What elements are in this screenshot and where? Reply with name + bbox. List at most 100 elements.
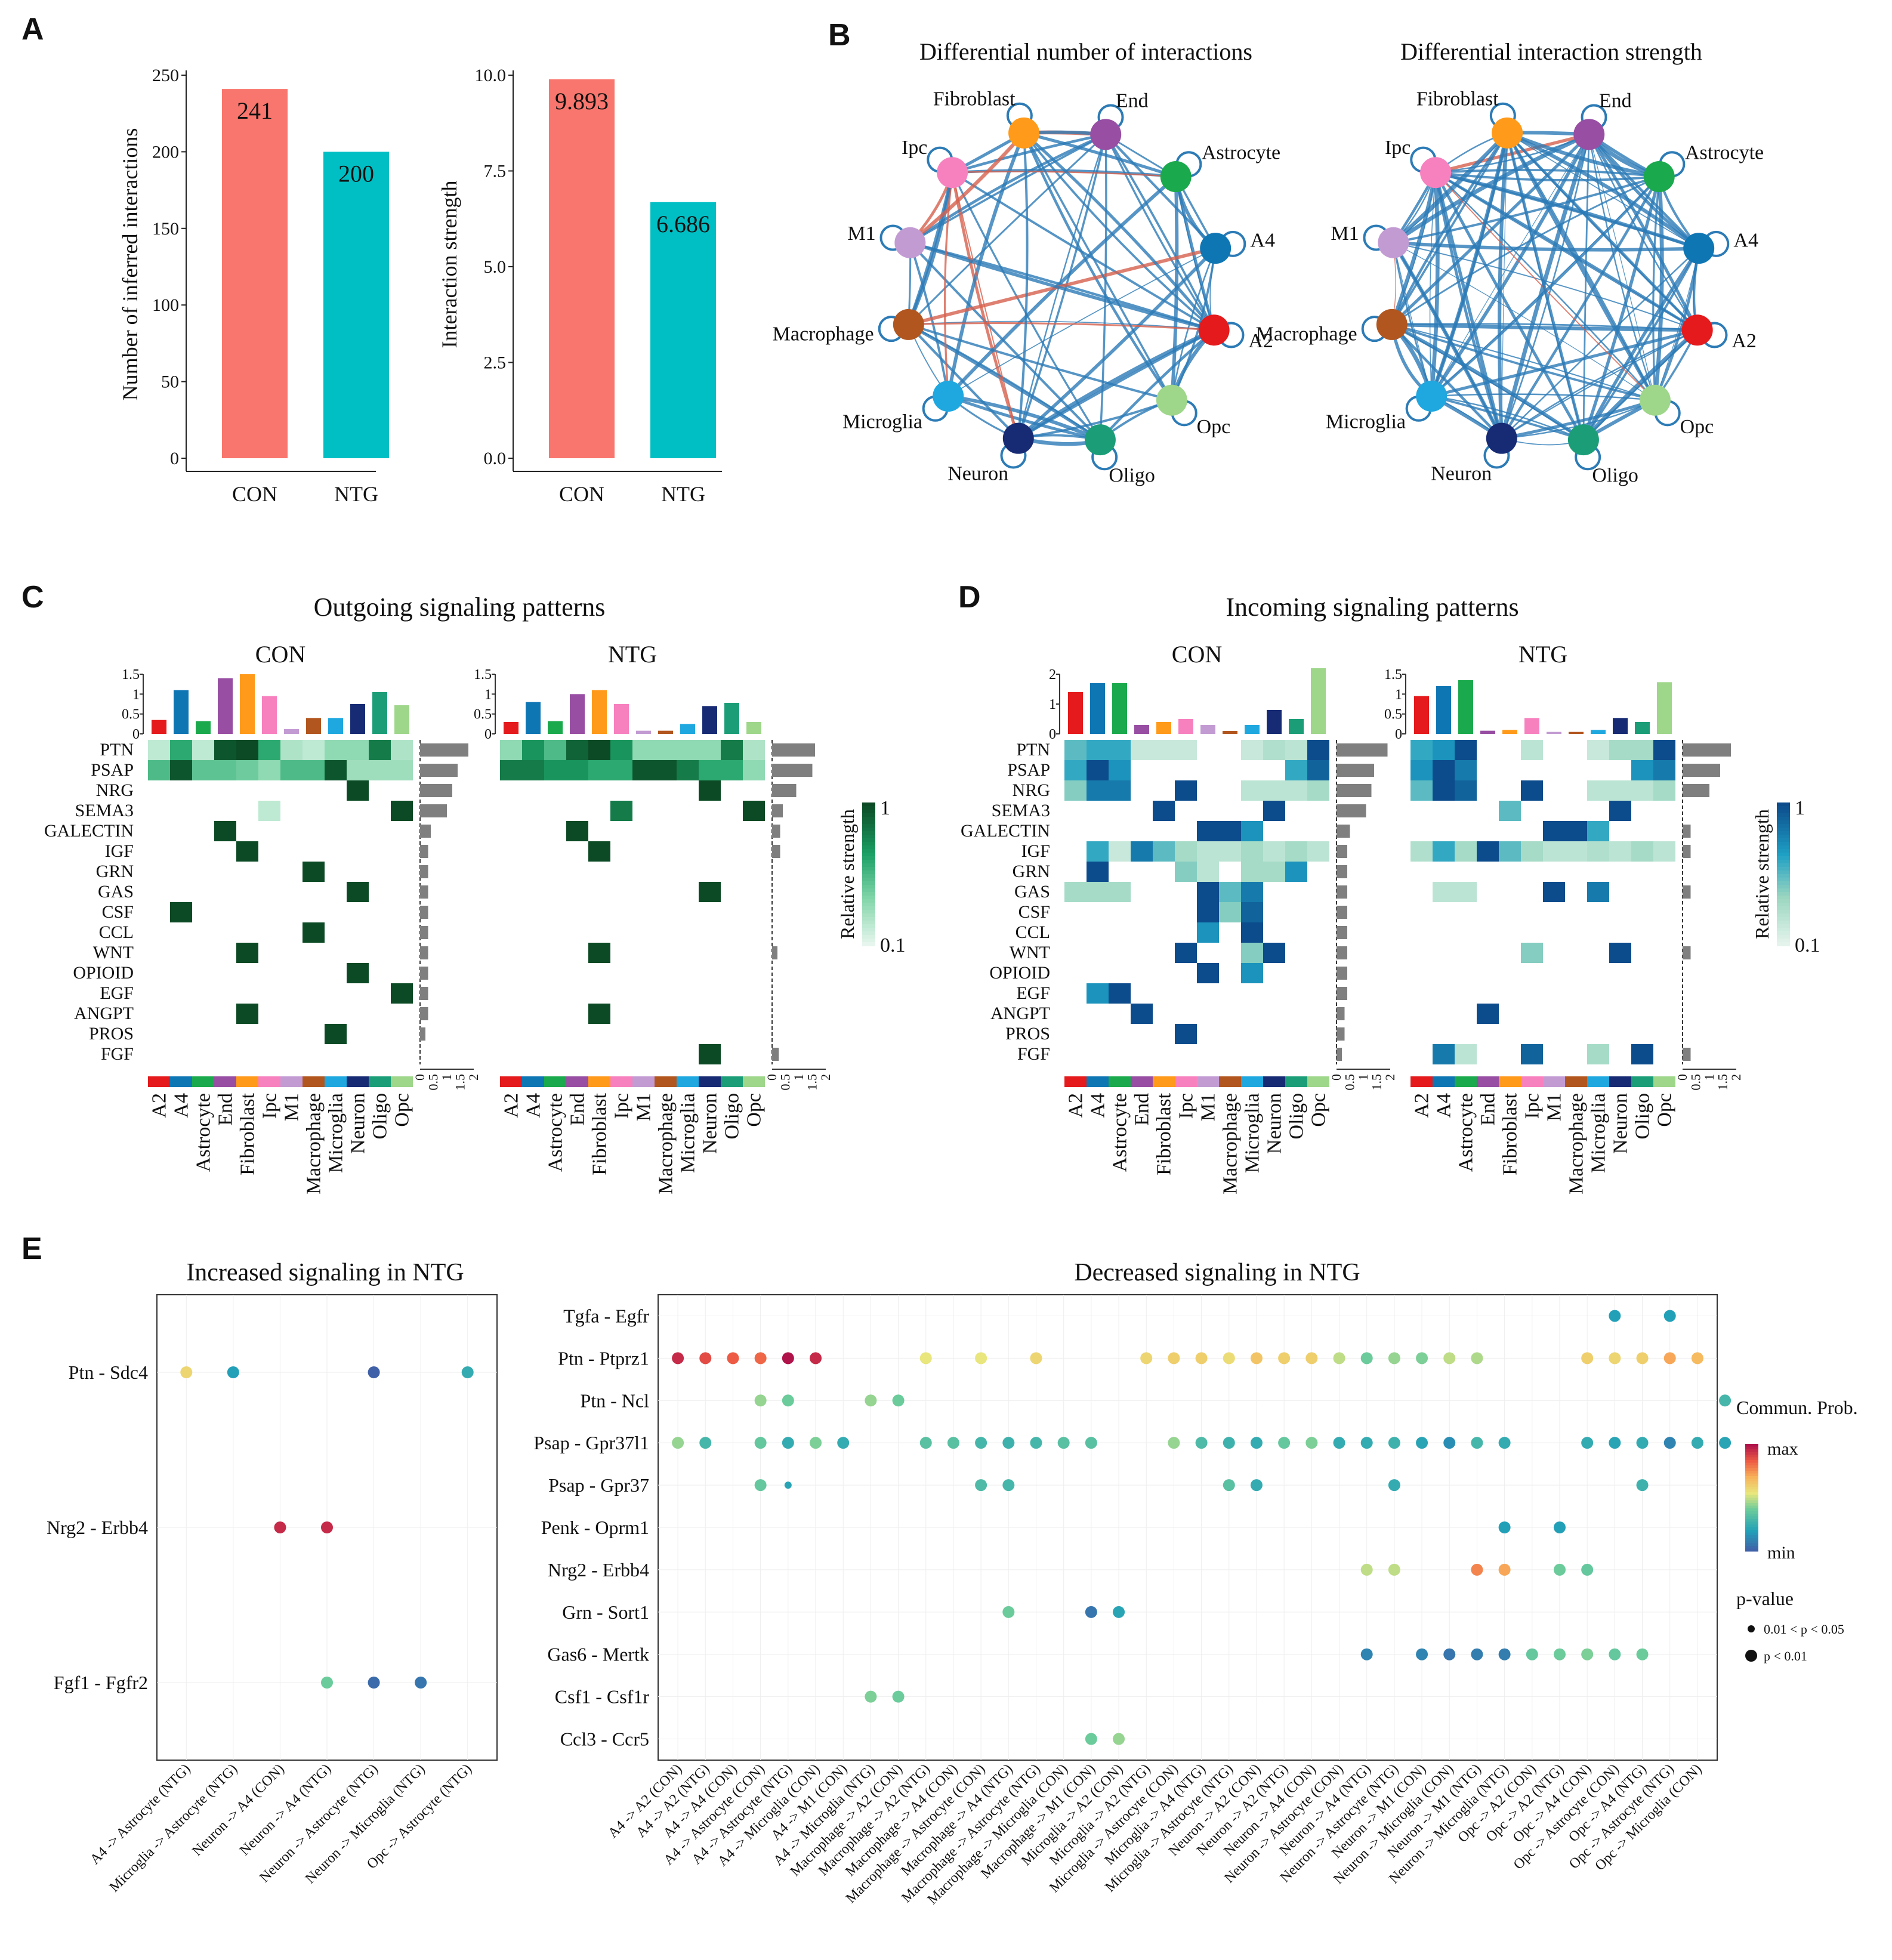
incoming-col-label: End — [1131, 1093, 1153, 1126]
incoming-cell-color-strip — [1219, 1076, 1241, 1087]
comm-prob-legend-swatch — [1745, 1473, 1758, 1477]
incoming-top-bar — [1635, 722, 1650, 734]
incoming-heat-cell — [1064, 780, 1087, 801]
incoming-legend-swatch — [1777, 935, 1790, 939]
decreased-dot — [1526, 1648, 1538, 1660]
outgoing-col-label: M1 — [281, 1093, 303, 1121]
incoming-top-bar — [1156, 722, 1171, 734]
incoming-right-bar — [1683, 743, 1731, 757]
outgoing-top-bar — [636, 730, 651, 734]
incoming-right-bar — [1337, 926, 1347, 939]
decreased-dot — [1719, 1394, 1731, 1407]
incoming-right-bar — [1683, 946, 1691, 959]
bar-chart-strength-y-title: Interaction strength — [437, 181, 461, 348]
outgoing-heat-cell — [280, 740, 303, 760]
decreased-dot — [1360, 1648, 1373, 1660]
network-count-edge — [947, 394, 1101, 442]
network-count-edge — [1171, 248, 1217, 400]
incoming-top-bar — [1480, 730, 1495, 734]
incoming-subtitle-con: CON — [1172, 641, 1222, 668]
incoming-right-bar — [1337, 784, 1372, 797]
incoming-top-bar — [1613, 718, 1628, 734]
outgoing-top-bar — [350, 704, 365, 734]
outgoing-top-bar — [240, 674, 255, 734]
incoming-legend-swatch — [1777, 878, 1790, 882]
comm-prob-legend-swatch — [1745, 1498, 1758, 1501]
bar-chart-strength-x-tick-label: NTG — [661, 482, 705, 506]
comm-prob-legend-swatch — [1745, 1543, 1758, 1547]
outgoing-legend-swatch — [862, 935, 875, 939]
incoming-heat-cell — [1263, 943, 1285, 963]
decreased-dot — [1388, 1352, 1400, 1365]
incoming-top-bar — [1068, 692, 1083, 734]
outgoing-top-tick-label: 1.5 — [122, 667, 140, 683]
incoming-col-label: Microglia — [1242, 1093, 1264, 1173]
decreased-dot — [672, 1352, 684, 1365]
outgoing-right-bar — [420, 926, 428, 939]
network-count-node-label: End — [1116, 90, 1149, 112]
incoming-top-tick-label: 1 — [1049, 697, 1056, 712]
outgoing-col-label: Ipc — [611, 1093, 633, 1119]
incoming-right-tick-label: 1 — [1356, 1074, 1371, 1081]
outgoing-cell-color-strip — [369, 1076, 391, 1087]
outgoing-heat-cell — [258, 760, 280, 780]
incoming-top-bar — [1657, 682, 1672, 734]
outgoing-right-bar — [420, 987, 428, 1000]
incoming-heat-cell — [1455, 780, 1477, 801]
decreased-dot — [1223, 1479, 1235, 1492]
incoming-heat-cell — [1241, 841, 1263, 862]
bar-chart-count-y-tick-label: 250 — [152, 66, 179, 85]
network-strength-edge — [1435, 134, 1589, 174]
outgoing-legend-swatch — [862, 939, 875, 943]
incoming-heat-cell — [1175, 1024, 1197, 1044]
outgoing-heat-cell — [214, 740, 236, 760]
incoming-legend-swatch — [1777, 863, 1790, 868]
incoming-heat-cell — [1307, 740, 1329, 760]
network-strength-node-label: Macrophage — [1256, 323, 1357, 345]
decreased-dot — [782, 1437, 794, 1449]
incoming-heat-cell — [1521, 740, 1543, 760]
outgoing-cell-color-strip — [588, 1076, 610, 1087]
incoming-row-label: PSAP — [1007, 760, 1050, 780]
outgoing-heat-cell — [566, 740, 588, 760]
network-left-title: Differential number of interactions — [919, 38, 1252, 65]
outgoing-col-label: Fibroblast — [237, 1092, 259, 1175]
incoming-heat-cell — [1263, 780, 1285, 801]
decreased-dot — [1471, 1352, 1483, 1365]
outgoing-heat-cell — [522, 740, 544, 760]
incoming-row-label: PROS — [1005, 1024, 1050, 1044]
panel-a: A 0 50 100 150 200 250 241 CON 200 NTG Number of in… — [21, 12, 722, 506]
network-count-edge — [908, 323, 1101, 441]
increased-col-label: Neuron -> A4 (NTG) — [237, 1761, 334, 1859]
network-strength-edge — [1392, 131, 1509, 245]
incoming-cell-color-strip — [1521, 1076, 1543, 1087]
outgoing-cell-color-strip — [391, 1076, 413, 1087]
decreased-dot — [1443, 1648, 1456, 1660]
outgoing-cell-color-strip — [721, 1076, 743, 1087]
incoming-heat-cell — [1653, 780, 1675, 801]
comm-prob-legend-swatch — [1745, 1500, 1758, 1504]
incoming-right-bar — [1337, 764, 1374, 777]
decreased-dot — [699, 1352, 712, 1365]
outgoing-col-label: Microglia — [677, 1093, 699, 1173]
incoming-heat-cell — [1587, 740, 1609, 760]
network-strength-edge — [1434, 172, 1585, 441]
incoming-legend-swatch — [1777, 810, 1790, 814]
outgoing-right-bar — [420, 967, 428, 980]
outgoing-heat-cell — [632, 760, 655, 780]
incoming-heat-cell — [1241, 740, 1263, 760]
decreased-dot — [1553, 1648, 1566, 1660]
outgoing-cell-color-strip — [566, 1076, 588, 1087]
network-strength-node-label: Ipc — [1385, 137, 1410, 159]
incoming-cell-color-strip — [1455, 1076, 1477, 1087]
incoming-cell-color-strip — [1241, 1076, 1263, 1087]
network-strength-node-label: Oligo — [1592, 464, 1638, 486]
outgoing-right-bar — [420, 764, 458, 777]
increased-dot — [368, 1366, 380, 1378]
outgoing-heat-cell — [743, 740, 765, 760]
outgoing-legend-swatch — [862, 888, 875, 893]
incoming-top-bar — [1090, 683, 1105, 734]
comm-prob-legend-swatch — [1745, 1444, 1758, 1447]
incoming-heat-cell — [1455, 1044, 1477, 1064]
incoming-heat-cell — [1153, 801, 1175, 821]
